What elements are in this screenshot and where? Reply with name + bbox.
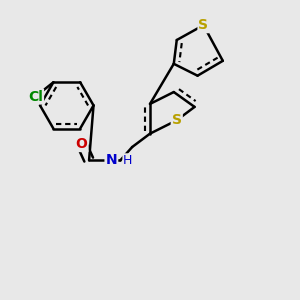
- Text: N: N: [106, 153, 117, 167]
- Text: O: O: [76, 137, 88, 151]
- Text: S: S: [199, 18, 208, 32]
- Text: H: H: [123, 154, 132, 167]
- Text: Cl: Cl: [28, 89, 43, 103]
- Text: S: S: [172, 113, 182, 127]
